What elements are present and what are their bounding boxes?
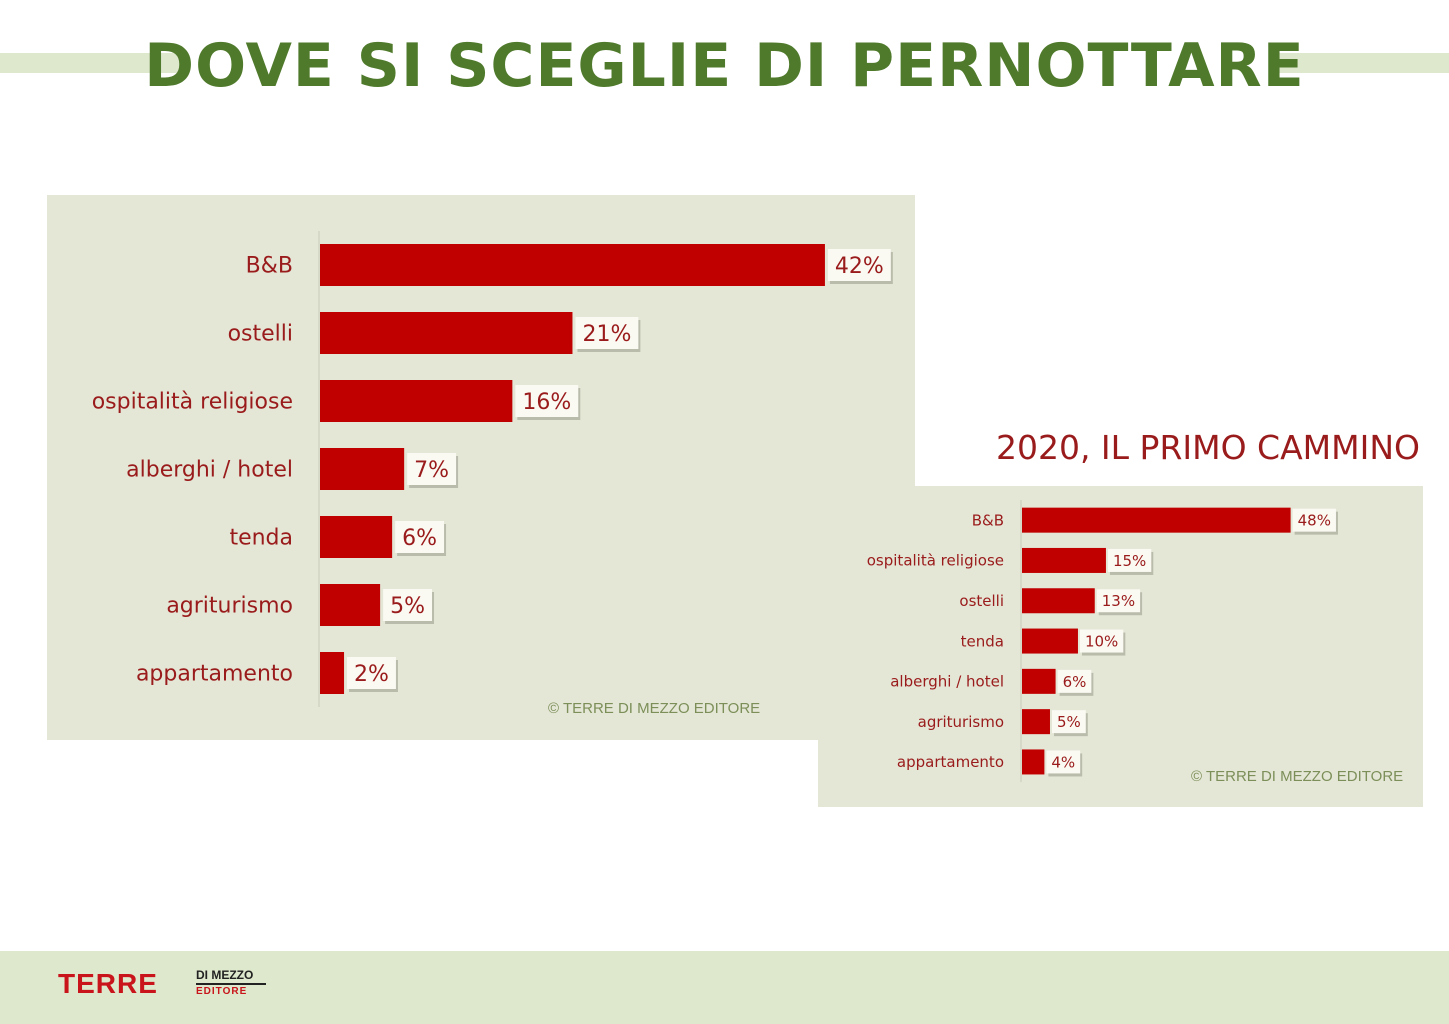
- category-label: ostelli: [228, 322, 293, 347]
- data-label: 2%: [354, 662, 389, 687]
- data-label: 48%: [1298, 512, 1331, 530]
- bar: [320, 380, 513, 422]
- data-label: 7%: [414, 458, 449, 483]
- category-label: tenda: [961, 632, 1004, 650]
- category-label: alberghi / hotel: [126, 458, 293, 483]
- data-label: 6%: [402, 526, 437, 551]
- bar: [320, 244, 825, 286]
- data-label: 5%: [390, 594, 425, 619]
- data-label: 42%: [835, 254, 884, 279]
- data-label-box: [407, 453, 457, 485]
- main-chart-panel: B&B 42% ostelli 21% ospitalità religiose 16% a…: [47, 195, 915, 740]
- footer-band: [0, 951, 1449, 1024]
- category-label: B&B: [246, 254, 293, 279]
- bar: [320, 312, 573, 354]
- category-label: tenda: [229, 526, 293, 551]
- bar: [320, 516, 393, 558]
- bar: [320, 448, 405, 490]
- main-chart-credit: © TERRE DI MEZZO EDITORE: [548, 700, 761, 717]
- category-label: B&B: [972, 511, 1004, 529]
- logo-subtitle-top: DI MEZZO: [196, 968, 254, 982]
- data-label: 10%: [1085, 632, 1118, 650]
- data-label-box: [515, 385, 579, 417]
- data-label-box: [347, 657, 396, 689]
- data-label: 15%: [1113, 552, 1146, 570]
- bar: [1022, 709, 1050, 735]
- data-label-box: [395, 521, 445, 553]
- data-label: 4%: [1051, 753, 1075, 771]
- logo-subtitle-bottom: EDITORE: [196, 986, 248, 997]
- publisher-logo: TERRE DI MEZZO EDITORE: [58, 968, 278, 1002]
- slide-title: DOVE SI SCEGLIE DI PERNOTTARE: [144, 31, 1305, 101]
- data-label: 21%: [582, 322, 631, 347]
- category-label: ospitalità religiose: [92, 390, 293, 415]
- bar: [1022, 547, 1106, 573]
- inset-chart-title: 2020, IL PRIMO CAMMINO: [995, 428, 1420, 467]
- inset-chart-panel: B&B 48% ospitalità religiose 15% ostelli 13% t…: [818, 486, 1423, 807]
- category-label: alberghi / hotel: [890, 673, 1004, 691]
- main-bar-chart: B&B 42% ostelli 21% ospitalità religiose 16% a…: [92, 231, 893, 707]
- data-label-box: [1079, 629, 1124, 653]
- inset-chart-credit: © TERRE DI MEZZO EDITORE: [1191, 768, 1404, 785]
- data-label: 16%: [522, 390, 571, 415]
- bar: [1022, 588, 1095, 614]
- bar: [1022, 507, 1291, 533]
- data-label-box: [827, 249, 891, 281]
- bar: [1022, 628, 1078, 654]
- data-label-box: [1046, 750, 1081, 774]
- bar: [320, 584, 381, 626]
- title-decoration-left: [0, 53, 180, 73]
- logo-divider: [196, 983, 266, 985]
- data-label-box: [1051, 710, 1086, 734]
- data-label-box: [1292, 508, 1336, 532]
- category-label: agriturismo: [166, 594, 293, 619]
- title-decoration-right: [1278, 53, 1449, 73]
- data-label-box: [1107, 548, 1152, 572]
- inset-bar-chart: B&B 48% ospitalità religiose 15% ostelli 13% t…: [867, 500, 1338, 783]
- category-label: ospitalità religiose: [867, 552, 1004, 570]
- data-label-box: [383, 589, 433, 621]
- bar: [1022, 749, 1045, 775]
- category-label: appartamento: [897, 753, 1004, 771]
- logo-wordmark: TERRE: [58, 968, 158, 999]
- category-label: appartamento: [136, 662, 293, 687]
- bar: [1022, 668, 1056, 694]
- data-label-box: [1096, 589, 1141, 613]
- bar: [320, 652, 345, 694]
- data-label-box: [575, 317, 639, 349]
- category-label: ostelli: [959, 592, 1004, 610]
- category-label: agriturismo: [918, 713, 1004, 731]
- data-label: 5%: [1057, 713, 1081, 731]
- data-label: 6%: [1063, 673, 1087, 691]
- data-label-box: [1057, 669, 1092, 693]
- data-label: 13%: [1102, 592, 1135, 610]
